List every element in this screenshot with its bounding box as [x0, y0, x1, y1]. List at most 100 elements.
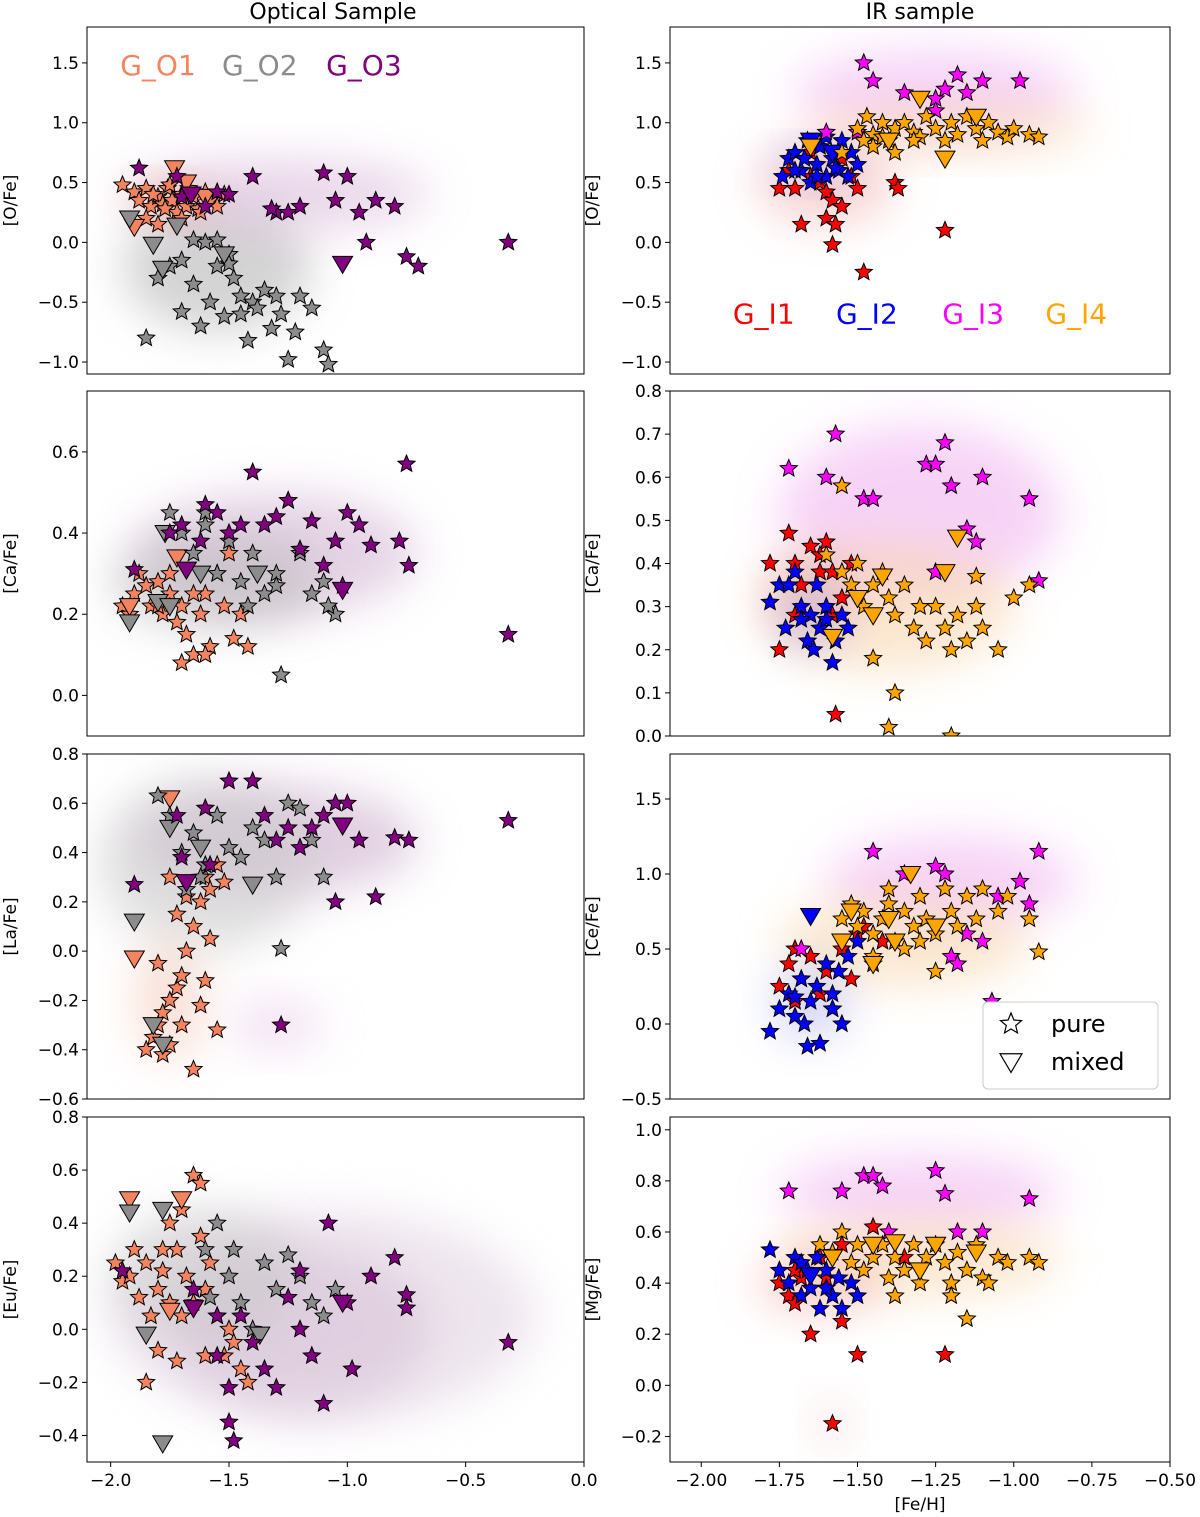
point-g-i4-star	[894, 901, 915, 920]
x-tick-label: −0.5	[445, 1471, 486, 1491]
point-g-o2-star	[271, 664, 291, 684]
legend-box	[982, 1001, 1159, 1090]
point-g-o1-star	[143, 184, 164, 203]
point-g-o3-triangle	[331, 255, 354, 275]
y-tick-label: 0.0	[52, 686, 79, 706]
point-g-o2-triangle	[151, 1201, 174, 1221]
point-g-o1-star	[160, 174, 180, 194]
point-g-o3-star	[195, 494, 216, 513]
point-g-i4-star	[947, 605, 968, 624]
point-g-o3-star	[266, 829, 287, 849]
point-g-o2-star	[318, 354, 339, 373]
point-g-i3-star	[825, 423, 846, 443]
point-g-i4-star	[910, 931, 930, 950]
point-g-o3-star	[498, 624, 519, 643]
y-tick-label: 0.6	[635, 468, 662, 488]
y-tick-label: 0.2	[635, 1325, 662, 1345]
point-g-o3-star	[325, 190, 346, 209]
point-g-o3-triangle	[182, 1300, 205, 1319]
point-g-i1-star	[832, 196, 852, 215]
point-g-i4-star	[916, 630, 937, 650]
point-g-i2-star	[800, 991, 821, 1010]
point-g-i4-star	[978, 112, 999, 132]
point-g-i4-star	[978, 1272, 999, 1292]
y-tick-label: 0.5	[635, 511, 662, 531]
point-g-i4-star	[947, 916, 968, 935]
y-tick-label: 0.8	[52, 745, 79, 765]
point-g-i4-star	[957, 886, 977, 905]
point-g-o2-star	[219, 530, 239, 550]
point-g-o3-triangle	[175, 874, 198, 893]
point-g-o3-star	[242, 166, 263, 185]
point-g-o3-star	[313, 555, 334, 574]
point-g-i2-star	[769, 998, 790, 1018]
point-g-o3-star	[261, 198, 282, 218]
point-g-o1-star	[190, 891, 211, 911]
point-g-o2-star	[313, 339, 334, 359]
point-g-i3-star	[941, 475, 962, 495]
point-g-o2-star	[190, 315, 211, 335]
point-g-i2-star	[822, 983, 843, 1003]
y-tick-label: 1.5	[635, 790, 662, 810]
point-g-o2-star	[313, 1305, 334, 1325]
point-g-i2-star	[791, 968, 812, 988]
point-g-o1-star	[136, 1252, 156, 1272]
point-g-i4-star	[863, 923, 883, 943]
point-g-i4-star	[941, 725, 962, 736]
point-g-i4-triangle	[924, 1236, 947, 1256]
point-g-o1-star	[152, 1002, 173, 1022]
point-g-i4-star	[966, 118, 987, 138]
point-g-i4-star	[1019, 908, 1040, 928]
point-g-o3-star	[278, 1287, 298, 1306]
point-g-i4-star	[935, 617, 955, 637]
point-g-i3-star	[778, 1180, 799, 1200]
panel-ir-ofe: −1.0 −0.5 0.0 0.5 1.0 1.5 [O/Fe] G_I1 G_I2 G_I3 G_…	[583, 26, 1171, 375]
point-g-o2-star	[302, 297, 322, 317]
point-g-o3-star	[219, 770, 239, 790]
point-g-i4-star	[966, 908, 987, 928]
point-g-i2-star	[791, 1252, 812, 1271]
point-g-i4-star	[841, 1252, 862, 1271]
point-g-o3-star	[365, 886, 386, 906]
point-g-i4-star	[972, 130, 993, 150]
point-g-i4-star	[853, 1259, 874, 1279]
point-g-i3-star	[894, 82, 915, 102]
point-g-o2-star	[207, 229, 227, 249]
y-tick-label: 1.0	[635, 114, 662, 134]
point-g-o1-star	[195, 970, 216, 990]
point-g-o2-star	[271, 938, 291, 958]
point-g-o3-star	[290, 837, 310, 856]
y-tick-label: 0.0	[52, 1320, 79, 1340]
point-g-o2-triangle	[241, 876, 264, 896]
y-tick-label: −0.2	[38, 1373, 79, 1393]
point-g-i4-star	[903, 916, 924, 935]
y-tick-label: 0.6	[52, 443, 79, 463]
y-axis-label: [O/Fe]	[583, 175, 603, 227]
point-g-o1-star	[136, 1372, 156, 1391]
point-g-i4-star	[903, 1234, 924, 1254]
point-g-o2-star	[171, 301, 192, 321]
point-g-o3-triangle	[331, 817, 354, 836]
y-axis-label: [La/Fe]	[1, 897, 21, 955]
group-label-g-o3: G_O3	[326, 49, 402, 82]
axes-frame	[669, 753, 1171, 1100]
point-g-i2-star	[832, 1013, 852, 1033]
point-g-i3-star	[957, 82, 977, 102]
point-g-i3-star	[925, 1160, 946, 1179]
point-g-o3-star	[207, 502, 227, 522]
point-g-i2-star	[791, 609, 812, 628]
point-g-o1-star	[148, 214, 168, 233]
panel-optical-lafe: −0.6 −0.4 −0.2 0.0 0.2 0.4 0.6 0.8 [La/Fe]	[1, 745, 585, 1110]
point-g-o3-star	[207, 181, 227, 201]
point-g-o2-star	[200, 291, 220, 311]
point-g-o2-triangle	[151, 1435, 174, 1454]
point-g-i4-star	[832, 475, 852, 495]
point-g-o2-star	[231, 847, 251, 866]
point-g-i2-star	[847, 154, 868, 173]
point-g-i4-triangle	[965, 1244, 988, 1263]
point-g-o3-star	[242, 461, 263, 481]
group-label-g-i4: G_I4	[1045, 298, 1107, 331]
x-tick-label: −1.75	[753, 1471, 805, 1491]
point-g-o1-star	[183, 1165, 204, 1184]
point-g-i4-star	[878, 893, 899, 913]
